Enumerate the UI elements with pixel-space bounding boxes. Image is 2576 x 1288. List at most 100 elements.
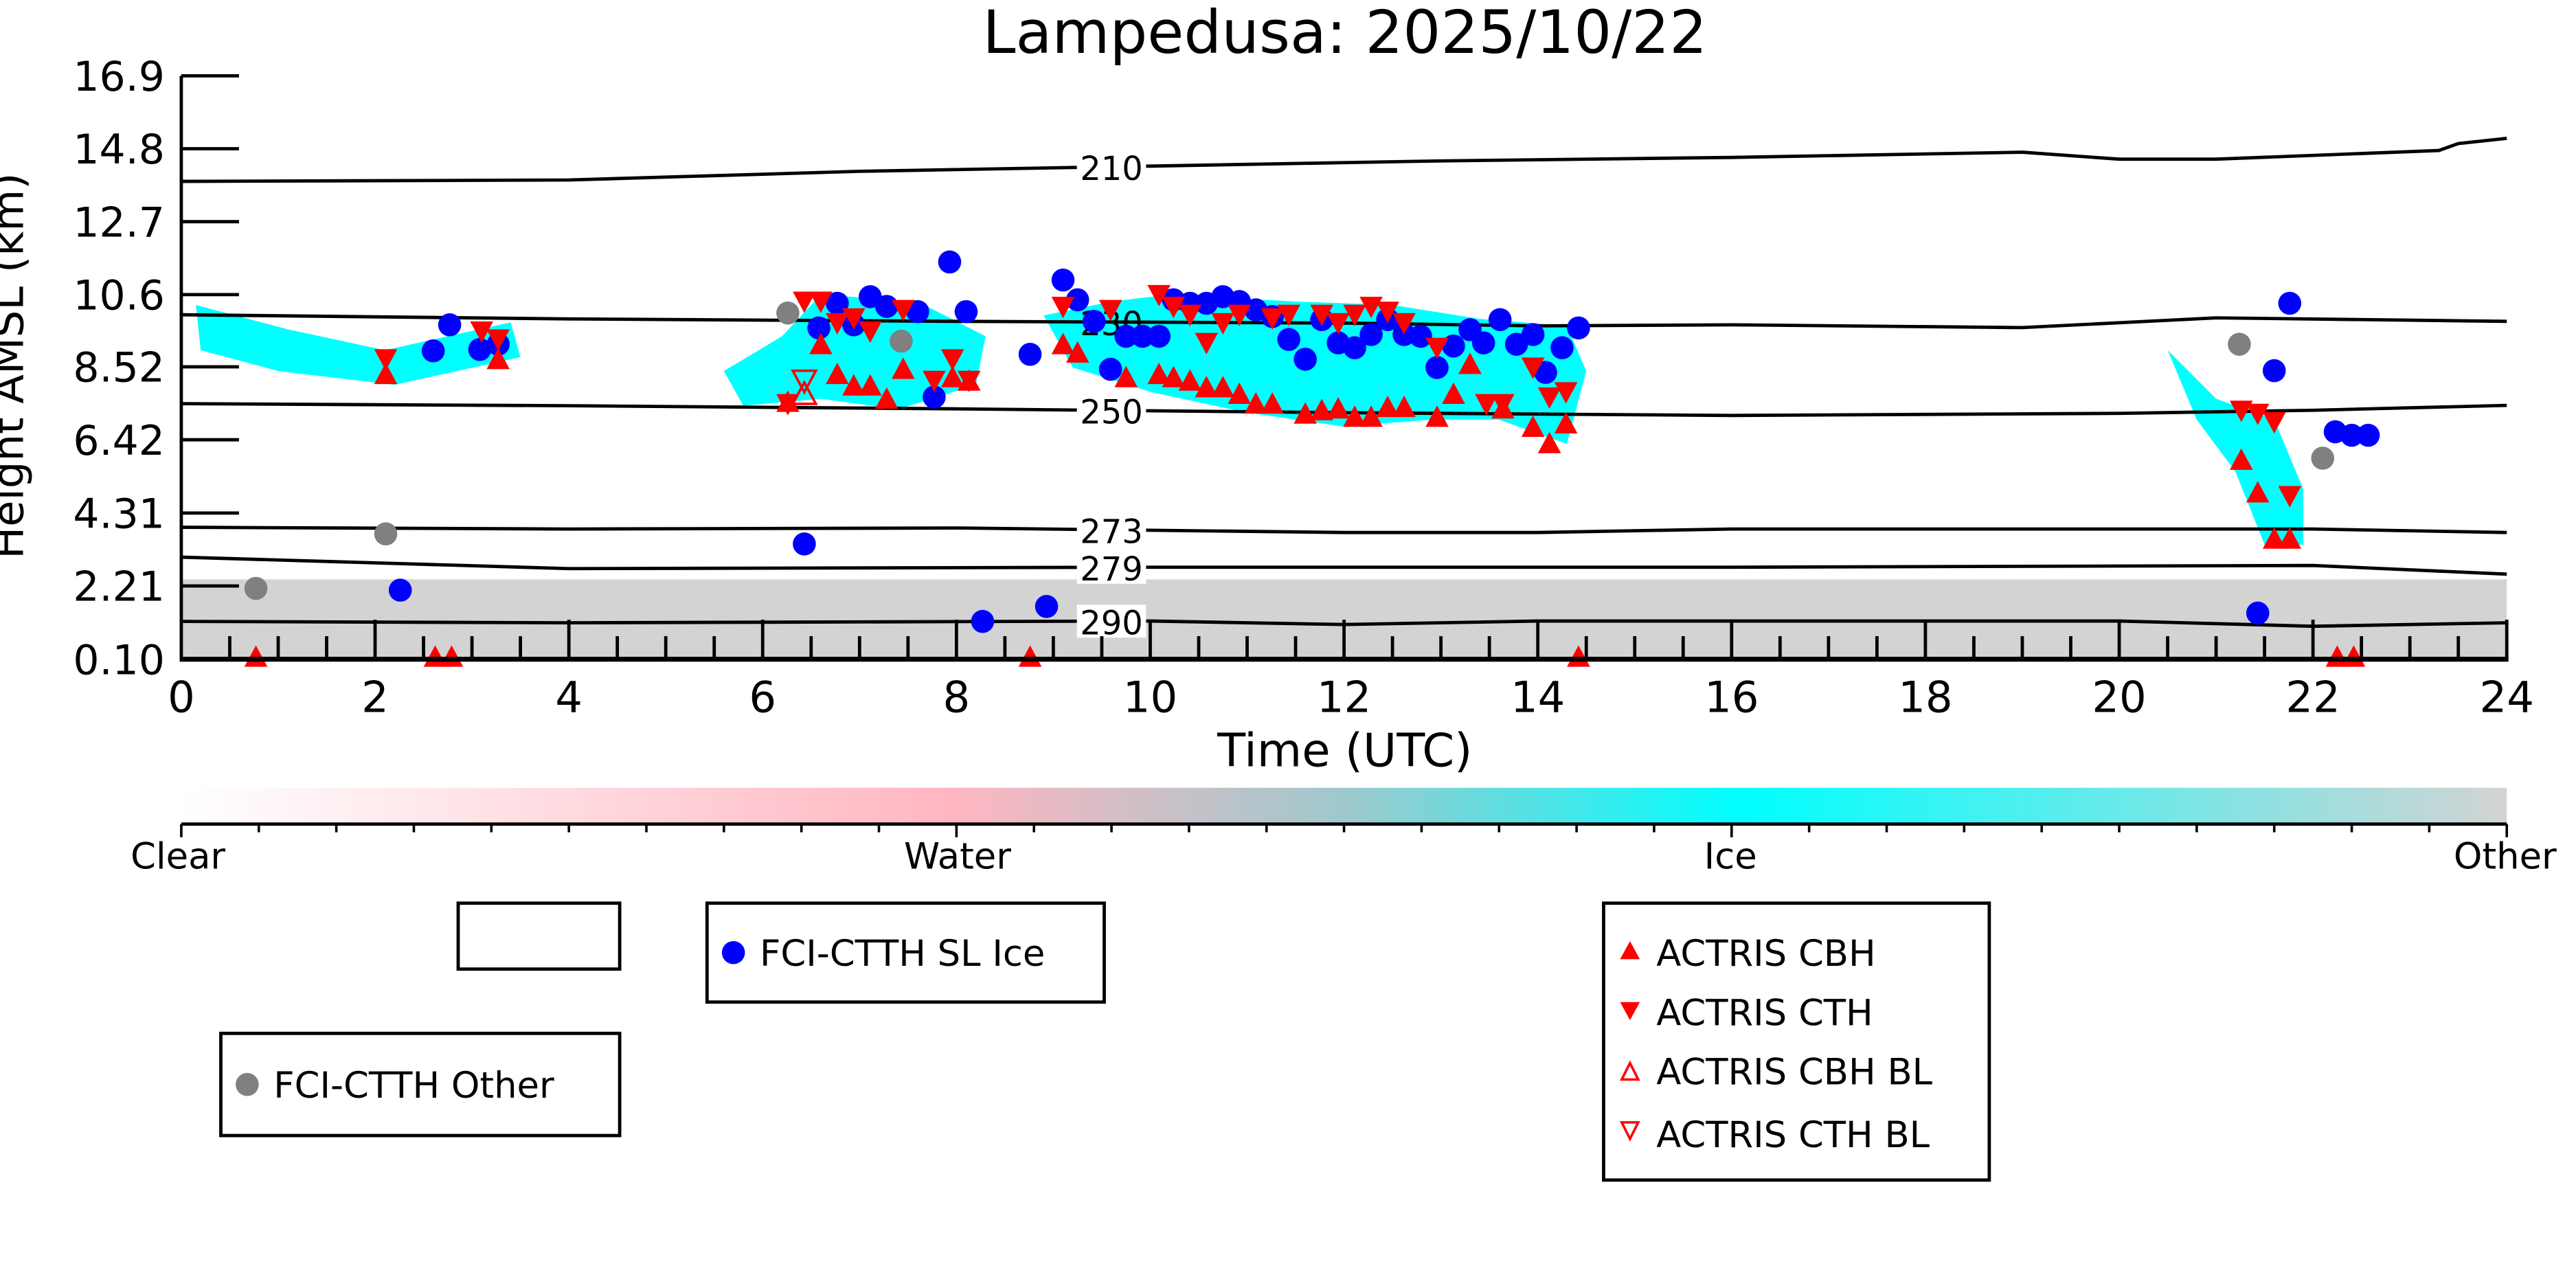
- actris-cbh-point: [842, 374, 866, 396]
- legend-marker-gray-circle: [236, 1072, 259, 1096]
- actris-cbh-point: [1359, 405, 1383, 427]
- actris-cth-point: [793, 291, 816, 313]
- actris-cbh-point: [1392, 395, 1416, 418]
- fci-ice-point: [1488, 308, 1512, 332]
- actris-cbh-point: [1178, 369, 1202, 391]
- actris-cth-point: [859, 321, 882, 343]
- actris-cth-point: [1425, 337, 1449, 359]
- fci-other-point: [2228, 332, 2251, 356]
- fci-ice-point: [1343, 336, 1366, 360]
- fci-ice-point: [1051, 268, 1075, 292]
- x-tick-label: 22: [2285, 672, 2340, 722]
- y-tick-label: 4.31: [73, 490, 165, 538]
- actris-cth-point: [2246, 403, 2270, 425]
- actris-cbh-point: [891, 357, 915, 379]
- fci-ice-point: [923, 385, 946, 409]
- legend-label: ACTRIS CBH: [1656, 933, 1875, 975]
- actris-cth-point: [1098, 300, 1122, 321]
- x-tick-label: 6: [749, 672, 776, 722]
- x-tick-label: 14: [1511, 672, 1565, 722]
- temperature-contour-273: [181, 526, 2507, 534]
- contour-label: 279: [1080, 550, 1143, 589]
- fci-other-point: [2311, 447, 2335, 470]
- actris-cth-point: [809, 291, 833, 313]
- colorbar-label-water: Water: [904, 835, 1011, 877]
- x-tick-label: 2: [361, 672, 389, 722]
- fci-ice-point: [954, 300, 978, 324]
- actris-cbh-point: [1326, 397, 1350, 419]
- colorbar-label-clear: Clear: [131, 835, 225, 877]
- actris-cth-point: [1376, 302, 1399, 324]
- contour-label: 210: [1080, 150, 1143, 188]
- fci-ice-point: [1147, 324, 1171, 348]
- fci-ice-point: [938, 250, 962, 274]
- legend-fci-ice: FCI-CTTH SL Ice: [705, 901, 1106, 1004]
- legend-marker-triangle-up: [1620, 940, 1640, 960]
- x-axis-label: Time (UTC): [1217, 724, 1472, 778]
- x-tick-label: 8: [943, 672, 971, 722]
- legend-label: ACTRIS CTH BL: [1656, 1114, 1930, 1156]
- actris-cbh-point: [1458, 352, 1482, 374]
- actris-cbh-point: [1211, 376, 1235, 398]
- fci-ice-point: [875, 295, 899, 318]
- actris-cbh-point: [1162, 365, 1186, 387]
- actris-cth-point: [1051, 297, 1075, 319]
- actris-cth-point: [374, 349, 398, 371]
- temperature-contour-290: [181, 619, 2507, 629]
- actris-cth-point: [957, 370, 981, 392]
- plot-area: 2102302502732792900.102.214.316.428.5210…: [73, 53, 2534, 723]
- actris-cth-point: [486, 329, 510, 351]
- contour-label: 250: [1080, 394, 1143, 432]
- actris-cbh-bl-point: [791, 379, 818, 405]
- fci-ice-point: [793, 532, 816, 556]
- contour-label-bg: [1076, 394, 1146, 427]
- temperature-contour-210: [181, 136, 2507, 183]
- actris-cbh-point: [809, 332, 833, 354]
- x-tick-label: 12: [1317, 672, 1371, 722]
- actris-cth-point: [1195, 332, 1219, 354]
- legend-marker-triangle-up-open: [1619, 1060, 1640, 1081]
- chart-title: Lampedusa: 2025/10/22: [982, 0, 1707, 67]
- x-tick-label: 4: [555, 672, 583, 722]
- actris-cth-point: [1554, 382, 1578, 404]
- actris-cbh-point: [486, 348, 510, 370]
- actris-cbh-point: [1343, 405, 1366, 427]
- ice-cloud-region: [196, 305, 521, 385]
- actris-cbh-point: [1442, 382, 1465, 404]
- y-tick-label: 10.6: [73, 271, 165, 319]
- legend-label: ACTRIS CBH BL: [1656, 1052, 1932, 1094]
- actris-cth-point: [1491, 394, 1515, 416]
- colorbar-label-other: Other: [2454, 835, 2557, 877]
- actris-cbh-point: [1114, 365, 1138, 387]
- fci-ice-point: [1082, 309, 1106, 333]
- fci-ice-point: [1098, 357, 1122, 381]
- actris-cth-point: [470, 321, 493, 343]
- actris-cbh-point: [1521, 415, 1545, 438]
- fci-ice-point: [1359, 323, 1383, 346]
- actris-cth-point: [1211, 313, 1235, 335]
- actris-cbh-point: [2262, 527, 2286, 549]
- actris-cth-point: [2229, 400, 2253, 422]
- actris-cth-point: [1537, 387, 1561, 409]
- actris-cbh-point: [1261, 392, 1284, 414]
- legend-actris: ACTRIS CBH ACTRIS CTH ACTRIS CBH BL ACTR…: [1602, 901, 1991, 1182]
- y-tick-label: 8.52: [73, 344, 165, 392]
- fci-ice-point: [971, 609, 995, 633]
- legend-empty-box: [456, 901, 622, 971]
- fci-ice-point: [807, 316, 831, 340]
- actris-cbh-point: [1310, 398, 1333, 420]
- fci-ice-point: [1065, 288, 1089, 312]
- actris-cth-point: [2278, 486, 2302, 508]
- fci-ice-point: [1131, 324, 1154, 348]
- fci-ice-point: [1550, 336, 1574, 360]
- actris-cbh-point: [1244, 392, 1268, 414]
- actris-cbh-point: [1147, 362, 1171, 385]
- y-axis-label: Height AMSL (km): [0, 173, 34, 559]
- actris-cbh-point: [1293, 402, 1317, 424]
- actris-cth-bl-point: [791, 369, 818, 395]
- fci-ice-point: [1425, 356, 1449, 379]
- x-tick-label: 20: [2092, 672, 2146, 722]
- fci-ice-point: [1534, 361, 1557, 384]
- fci-ice-point: [468, 337, 492, 361]
- legend-marker-triangle-down-open: [1619, 1121, 1640, 1142]
